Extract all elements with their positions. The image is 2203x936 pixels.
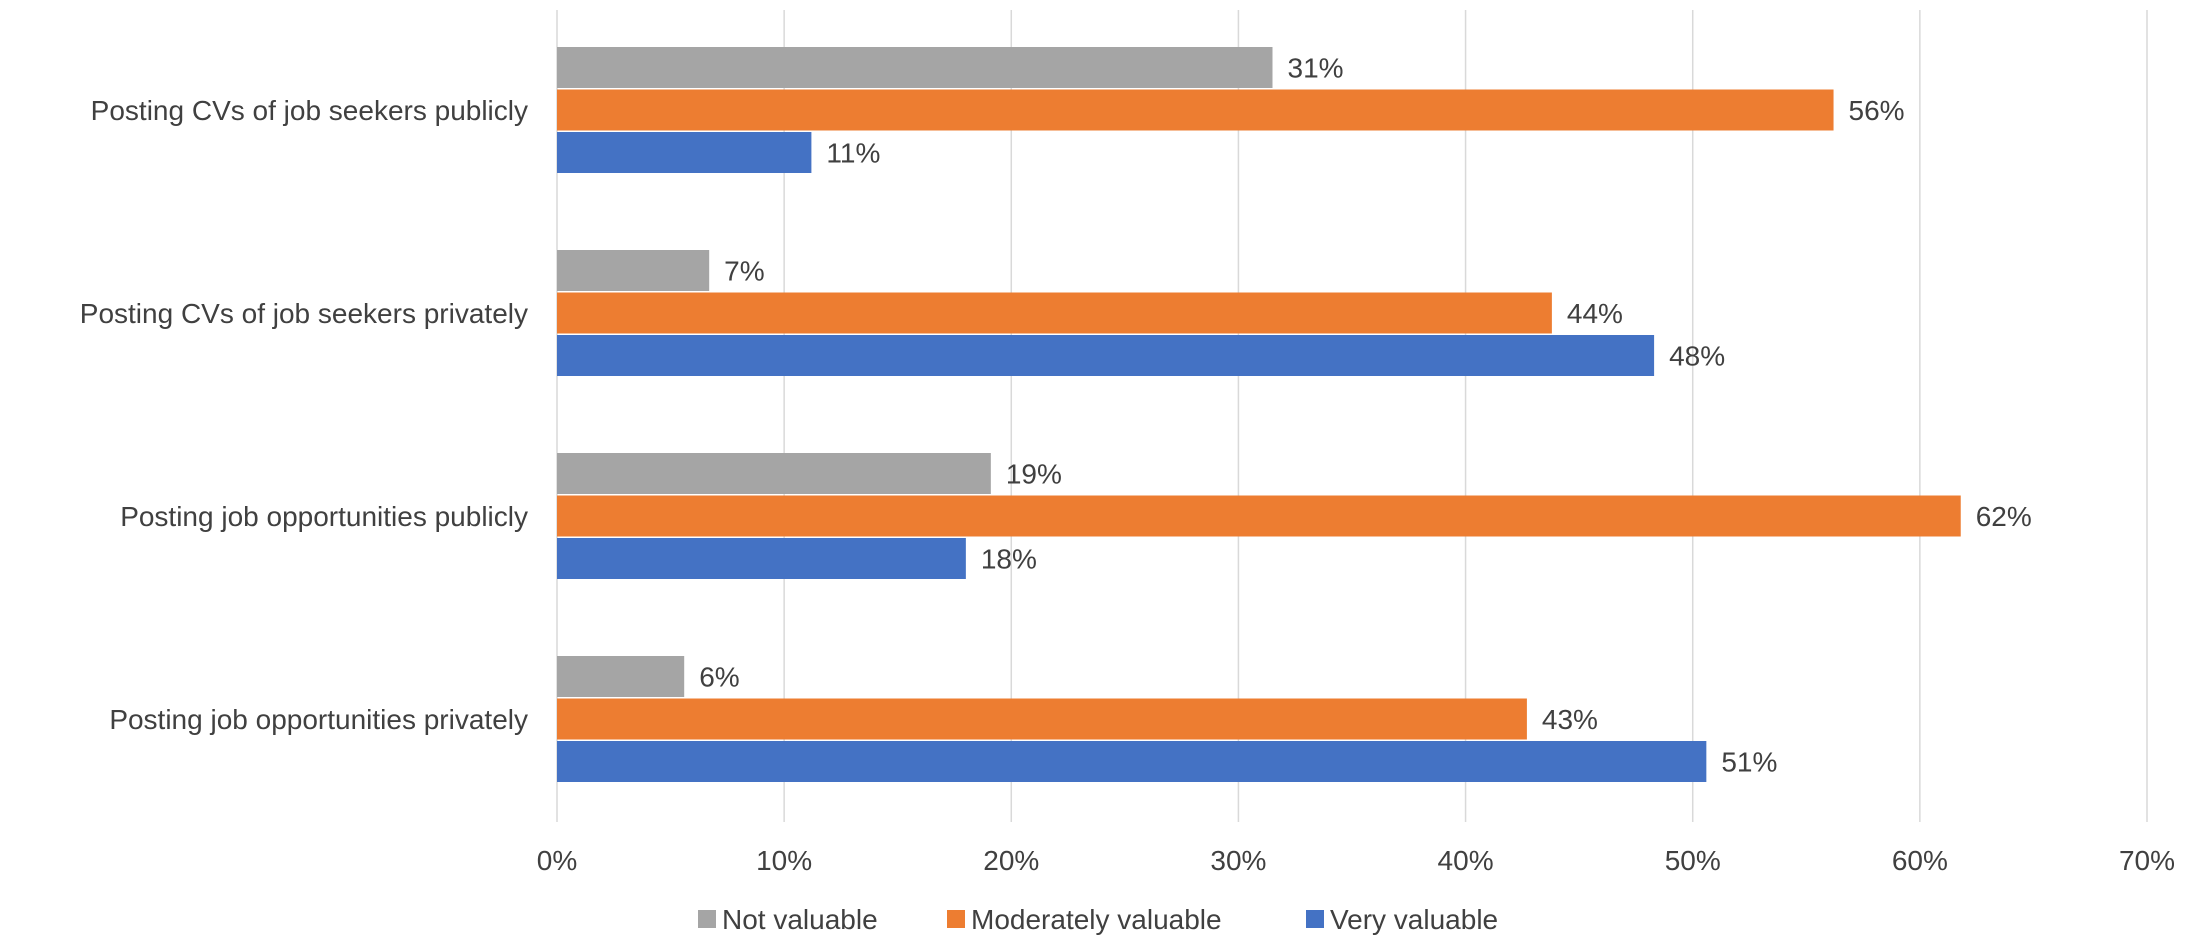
bar <box>557 495 1961 537</box>
x-axis-tick-labels: 0% 10% 20% 30% 40% 50% 60% 70% <box>537 845 2175 876</box>
bars <box>557 47 1961 782</box>
x-tick-label: 20% <box>983 845 1039 876</box>
bar <box>557 250 710 291</box>
legend-label: Very valuable <box>1330 904 1498 935</box>
x-tick-label: 30% <box>1210 845 1266 876</box>
data-label: 31% <box>1288 53 1344 84</box>
legend: Not valuable Moderately valuable Very valu… <box>698 904 1498 935</box>
x-tick-label: 10% <box>756 845 812 876</box>
bar <box>557 132 812 173</box>
category-label: Posting job opportunities privately <box>109 704 528 735</box>
x-tick-label: 50% <box>1665 845 1721 876</box>
bar <box>557 453 991 494</box>
data-label: 44% <box>1567 298 1623 329</box>
legend-label: Not valuable <box>722 904 878 935</box>
legend-swatch <box>947 910 965 928</box>
x-tick-label: 60% <box>1892 845 1948 876</box>
bar <box>557 656 685 697</box>
bar <box>557 538 966 579</box>
legend-swatch <box>1306 910 1324 928</box>
data-label: 56% <box>1849 95 1905 126</box>
x-tick-label: 40% <box>1438 845 1494 876</box>
legend-swatch <box>698 910 716 928</box>
bar <box>557 89 1834 131</box>
category-label: Posting CVs of job seekers publicly <box>91 95 528 126</box>
data-label: 48% <box>1669 341 1725 372</box>
x-tick-label: 0% <box>537 845 577 876</box>
category-label: Posting CVs of job seekers privately <box>80 298 528 329</box>
bar <box>557 741 1707 782</box>
data-label: 62% <box>1976 501 2032 532</box>
data-label: 43% <box>1542 704 1598 735</box>
x-tick-label: 70% <box>2119 845 2175 876</box>
data-label: 7% <box>724 256 764 287</box>
bar <box>557 292 1552 334</box>
data-labels: 31% 56% 11% 7% 44% 48% 19% 62% 18% 6% 43% 51% <box>699 53 2032 778</box>
bar <box>557 698 1527 740</box>
data-label: 18% <box>981 544 1037 575</box>
data-label: 6% <box>699 662 739 693</box>
data-label: 19% <box>1006 459 1062 490</box>
legend-label: Moderately valuable <box>971 904 1222 935</box>
category-label: Posting job opportunities publicly <box>120 501 528 532</box>
data-label: 11% <box>826 138 880 169</box>
data-label: 51% <box>1721 747 1777 778</box>
category-labels: Posting CVs of job seekers publicly Posti… <box>80 95 528 735</box>
bar <box>557 47 1273 88</box>
bar <box>557 335 1655 376</box>
